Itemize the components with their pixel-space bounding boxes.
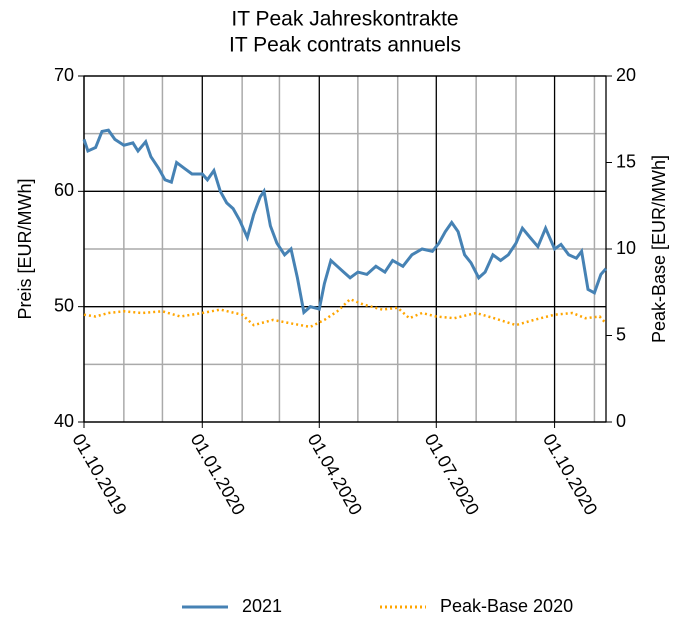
series-line [82, 128, 608, 316]
y2-tick-label: 20 [616, 65, 636, 85]
y-axis-label: Preis [EUR/MWh] [15, 178, 35, 319]
y-tick-label: 70 [54, 65, 74, 85]
y-tick-label: 50 [54, 295, 74, 315]
legend-label: Peak-Base 2020 [440, 596, 573, 616]
y-tick-label: 60 [54, 180, 74, 200]
y2-tick-label: 15 [616, 151, 636, 171]
legend-label: 2021 [242, 596, 282, 616]
y-tick-label: 40 [54, 411, 74, 431]
y2-tick-label: 10 [616, 238, 636, 258]
plot-frame [83, 75, 607, 423]
chart-title: IT Peak Jahreskontrakte [231, 8, 458, 31]
series-line [83, 297, 607, 329]
x-tick-label: 01.10.2020 [539, 430, 601, 518]
x-tick-label: 01.01.2020 [187, 430, 249, 518]
x-tick-label: 01.10.2019 [68, 430, 130, 518]
y2-tick-label: 0 [616, 411, 626, 431]
x-tick-label: 01.04.2020 [304, 430, 366, 518]
x-tick-label: 01.07.2020 [421, 430, 483, 518]
y2-tick-label: 5 [616, 324, 626, 344]
y2-axis-label: Peak-Base [EUR/MWh] [649, 155, 669, 343]
chart-subtitle: IT Peak contrats annuels [229, 34, 461, 57]
